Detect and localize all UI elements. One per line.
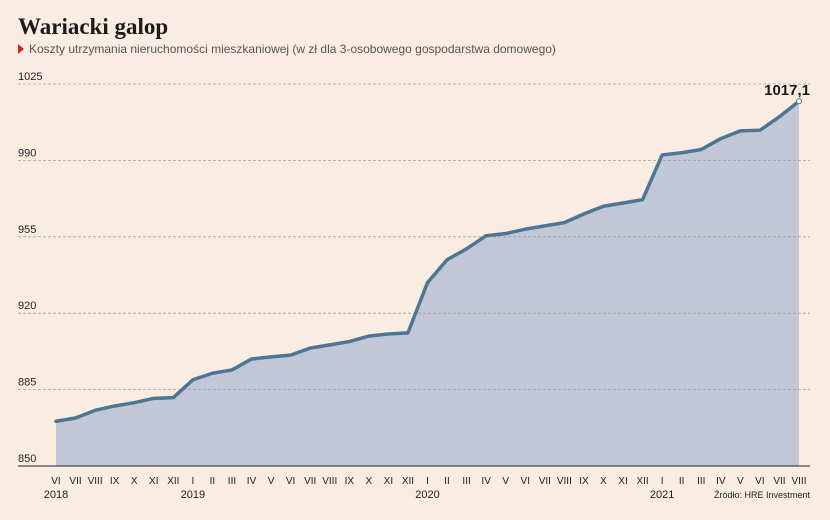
x-tick-label: IV — [481, 476, 491, 487]
source-note: Źródło: HRE Investment — [713, 490, 810, 500]
x-tick-label: VII — [304, 476, 316, 487]
x-tick-label: VII — [539, 476, 551, 487]
chart-subtitle-text: Koszty utrzymania nieruchomości mieszkan… — [29, 42, 556, 56]
x-tick-label: VI — [521, 476, 530, 487]
last-point-marker — [796, 98, 802, 105]
x-tick-label: VIII — [322, 476, 337, 487]
x-tick-label: VIII — [557, 476, 572, 487]
y-tick-label: 850 — [18, 453, 36, 465]
x-tick-label: IX — [110, 476, 120, 487]
x-tick-label: IX — [345, 476, 355, 487]
x-tick-label: VIII — [88, 476, 103, 487]
y-tick-label: 955 — [18, 224, 36, 236]
chart-title: Wariacki galop — [18, 14, 169, 39]
y-tick-label: 1025 — [18, 71, 42, 83]
x-year-label: 2019 — [181, 489, 205, 501]
last-value-label: 1017,1 — [764, 82, 810, 99]
y-tick-label: 990 — [18, 147, 36, 159]
x-tick-label: I — [661, 476, 664, 487]
x-tick-label: V — [268, 476, 275, 487]
x-year-label: 2021 — [650, 489, 674, 501]
x-tick-label: XII — [167, 476, 179, 487]
x-tick-label: IV — [247, 476, 257, 487]
x-tick-label: XII — [636, 476, 648, 487]
x-tick-label: XII — [402, 476, 414, 487]
x-year-label: 2018 — [44, 489, 68, 501]
x-tick-label: XI — [618, 476, 627, 487]
x-tick-label: II — [210, 476, 216, 487]
x-tick-label: X — [366, 476, 373, 487]
x-tick-label: XI — [384, 476, 393, 487]
triangle-marker-icon — [18, 44, 24, 54]
x-tick-label: VII — [69, 476, 81, 487]
x-tick-label: VI — [51, 476, 60, 487]
x-year-label: 2020 — [415, 489, 439, 501]
y-tick-label: 885 — [18, 377, 36, 389]
x-tick-label: VI — [286, 476, 295, 487]
x-tick-label: III — [228, 476, 236, 487]
x-tick-label: XI — [149, 476, 158, 487]
x-tick-label: III — [462, 476, 470, 487]
x-tick-label: IX — [579, 476, 589, 487]
x-tick-label: V — [737, 476, 744, 487]
x-tick-label: X — [600, 476, 607, 487]
x-tick-label: II — [444, 476, 450, 487]
y-tick-label: 920 — [18, 300, 36, 312]
x-tick-label: VIII — [791, 476, 806, 487]
x-tick-label: VI — [755, 476, 764, 487]
x-tick-label: III — [697, 476, 705, 487]
x-tick-label: I — [191, 476, 194, 487]
x-tick-label: IV — [716, 476, 726, 487]
x-tick-label: I — [426, 476, 429, 487]
x-tick-label: II — [679, 476, 685, 487]
x-tick-label: VII — [773, 476, 785, 487]
x-tick-label: V — [502, 476, 509, 487]
x-tick-label: X — [131, 476, 138, 487]
chart-subtitle: Koszty utrzymania nieruchomości mieszkan… — [18, 42, 556, 56]
